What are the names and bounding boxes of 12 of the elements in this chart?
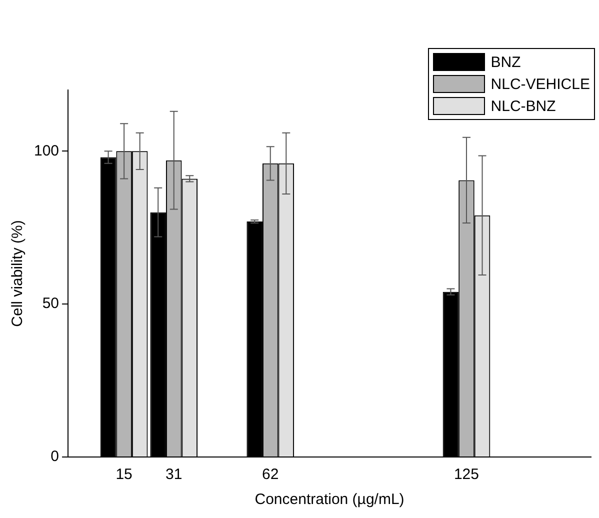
x-axis-title: Concentration (µg/mL) [254,491,404,508]
x-tick-label: 62 [262,466,279,484]
y-axis-title: Cell viability (%) [9,220,26,327]
y-tick-label: 50 [42,295,60,312]
legend-label: NLC-BNZ [490,98,556,114]
y-tick-label: 0 [50,448,60,466]
x-tick-label: 31 [166,466,182,484]
legend-label: BNZ [490,54,521,70]
x-tick-label: 125 [454,466,479,484]
legend-label: NLC-VEHICLE [490,76,590,92]
y-tick-label: 100 [34,142,60,160]
x-tick-label: 15 [116,466,132,484]
